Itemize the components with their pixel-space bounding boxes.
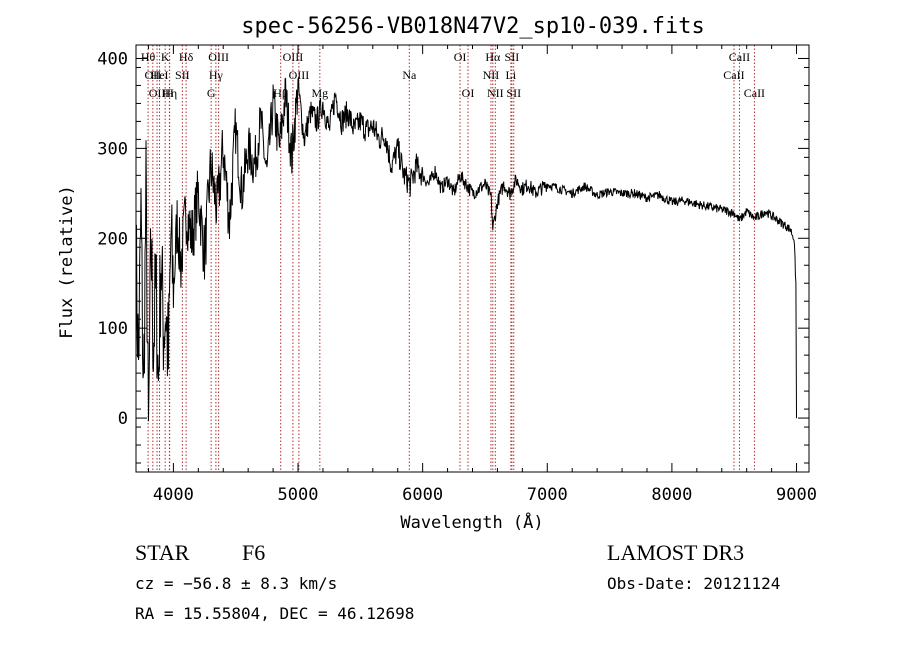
spectral-line-label: OII [149,86,166,100]
y-tick-label: 100 [97,319,128,339]
x-tick-label: 7000 [527,485,568,505]
spectral-line-label: CaII [744,86,765,100]
coordinates: RA = 15.55804, DEC = 46.12698 [135,604,414,623]
spectral-line-label: HeI [151,68,169,82]
spectral-line-label: Hα [485,50,501,64]
spectral-line-label: Hγ [209,68,224,82]
spectral-line-label: OIII [289,68,310,82]
spectral-line-label: Hη [162,86,177,100]
spectral-line-label: OI [454,50,467,64]
spectral-line-label: NII [483,68,500,82]
x-axis: 4000 5000 6000 7000 8000 9000 [147,45,817,505]
plot-frame [135,44,810,473]
x-axis-label: Wavelength (Å) [400,511,543,533]
spectral-line-label: G [207,86,216,100]
y-tick-label: 300 [97,139,128,159]
spectral-line-label: Na [402,68,417,82]
spectral-line-label: H [165,86,174,100]
spectral-line-label: OIII [283,50,304,64]
survey-name: LAMOST DR3 [607,540,744,565]
spectral-line-markers [147,45,755,472]
spectral-line-label: OIII [208,50,229,64]
spectral-line-label: OI [462,86,475,100]
obs-date: Obs-Date: 20121124 [607,574,780,593]
spectral-line-label: NII [487,86,504,100]
y-tick-label: 0 [118,409,128,429]
spectral-line-label: Hθ [141,50,156,64]
spectral-line-label: Mg [311,86,328,100]
x-tick-label: 6000 [402,485,443,505]
spectral-line-label: Li [506,68,517,82]
spectral-line-label: SII [175,68,190,82]
y-tick-label: 400 [97,49,128,69]
spectral-line-label: CaII [723,68,744,82]
spectral-line-label: SII [506,86,521,100]
y-axis: 0 100 200 300 400 [97,49,809,464]
spectral-line-labels: HθOIIOIIHeIKHηHSIIHδGHγOIIIHβOIIIOIIIMgN… [141,50,765,100]
x-tick-label: 9000 [776,485,817,505]
x-tick-label: 8000 [651,485,692,505]
spectral-line-label: OII [144,68,161,82]
spectral-line-label: CaII [729,50,750,64]
spectral-line-label: Hδ [179,50,194,64]
x-tick-label: 5000 [278,485,319,505]
x-tick-label: 4000 [153,485,194,505]
chart-title: spec-56256-VB018N47V2_sp10-039.fits [241,14,705,39]
object-class: STAR [135,540,190,565]
object-subclass: F6 [242,540,265,565]
spectral-line-label: SII [505,50,520,64]
flux-line [135,77,797,422]
flux-series [135,77,797,422]
redshift-cz: cz = −56.8 ± 8.3 km/s [135,574,337,593]
spectral-line-label: K [161,50,170,64]
y-axis-label: Flux (relative) [57,185,77,339]
y-tick-label: 200 [97,229,128,249]
